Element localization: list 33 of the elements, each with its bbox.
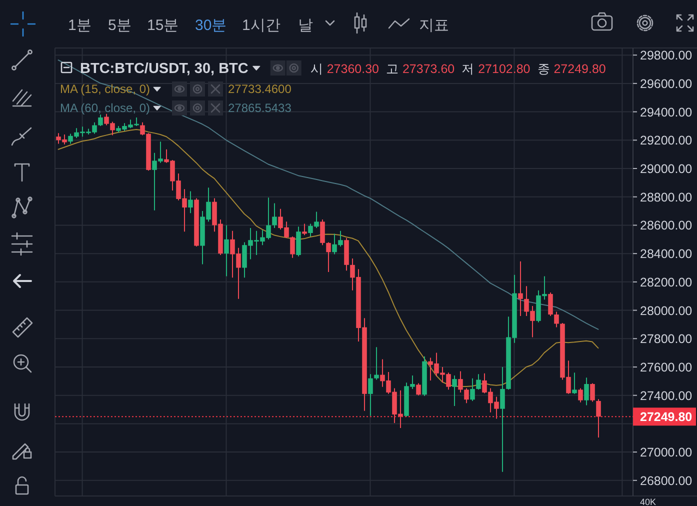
y-tick-label: 29200.00 (640, 134, 692, 148)
y-tick-label: 28800.00 (640, 190, 692, 204)
y-tick-label: 29000.00 (640, 162, 692, 176)
y-tick-label: 27000.00 (640, 446, 692, 460)
y-tick-label: 28600.00 (640, 218, 692, 233)
y-tick-label: 29400.00 (640, 105, 692, 120)
text: 40K (640, 497, 656, 506)
text: 1분 (68, 17, 92, 34)
y-tick-label: 28200.00 (640, 275, 692, 290)
y-tick-label: 27600.00 (640, 360, 692, 374)
annotation: 시 27360.30 (310, 62, 380, 76)
y-tick-label: 28000.00 (640, 304, 692, 318)
y-tick-label: 29800.00 (640, 48, 692, 63)
text: 30분 (195, 17, 227, 34)
y-tick-label: 26800.00 (640, 474, 692, 488)
y-tick-label: 27800.00 (640, 332, 692, 346)
annotation: 종 27249.80 (537, 62, 606, 76)
text: 지표 (419, 17, 449, 34)
annotation: 고 27373.60 (386, 62, 455, 76)
series-label: MA (60, close, 0) (60, 101, 150, 115)
text: 15분 (147, 17, 179, 34)
y-tick-label: 28400.00 (640, 247, 692, 262)
text: 날 (298, 17, 313, 34)
annotation: 저 27102.80 (462, 62, 530, 76)
text: 5분 (108, 17, 132, 34)
y-tick-label: 29600.00 (640, 76, 692, 91)
price-scale-marker: 27249.80 (633, 408, 696, 426)
header: BTC:BTC/USDT, 30, BTC (60, 60, 302, 77)
annotation: 27865.5433 (228, 101, 292, 115)
y-tick-label: 27400.00 (640, 388, 692, 403)
y-tick-label: 27249.80 (640, 410, 692, 424)
annotation: 27733.4600 (228, 82, 292, 96)
text: 1시간 (242, 17, 280, 34)
